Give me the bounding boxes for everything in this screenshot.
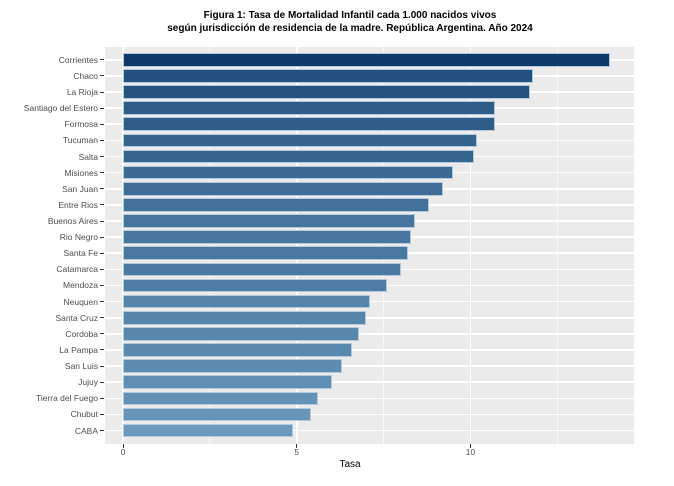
bar-catamarca xyxy=(123,262,401,277)
y-label-caba: CABA xyxy=(74,425,98,436)
bar-cordoba xyxy=(123,327,360,341)
x-tick-label: 5 xyxy=(294,447,300,457)
y-tick-mark xyxy=(100,107,104,109)
x-tick-mark xyxy=(122,444,124,448)
y-tick-mark xyxy=(100,156,104,158)
y-tick-mark xyxy=(100,333,104,335)
y-label-misiones: Misiones xyxy=(64,167,98,178)
bar-chubut xyxy=(123,407,311,422)
gridline-major-vertical xyxy=(295,47,298,444)
y-label-entre-rios: Entre Rios xyxy=(58,199,98,210)
bar-la-pampa xyxy=(123,343,353,357)
bar-san-luis xyxy=(123,359,342,373)
bar-jujuy xyxy=(123,375,332,389)
gridline-major-horizontal xyxy=(105,316,634,319)
gridline-major-vertical xyxy=(469,47,472,444)
y-tick-mark xyxy=(100,139,104,141)
y-tick-mark xyxy=(100,172,104,174)
y-label-neuquen: Neuquen xyxy=(63,296,98,307)
bar-santiago-del-estero xyxy=(123,101,495,115)
y-label-san-luis: San Luis xyxy=(64,361,98,372)
gridline-major-horizontal xyxy=(105,397,634,400)
y-tick-mark xyxy=(100,204,104,206)
y-tick-mark xyxy=(100,397,104,399)
y-tick-mark xyxy=(100,381,104,383)
bar-formosa xyxy=(123,117,495,132)
plot-panel xyxy=(105,47,634,444)
y-tick-mark xyxy=(100,413,104,415)
bar-corrientes xyxy=(123,53,610,67)
y-label-tierra-del-fuego: Tierra del Fuego xyxy=(35,393,98,404)
bar-tucuman xyxy=(123,133,478,148)
y-label-salta: Salta xyxy=(78,151,98,162)
y-label-santa-fe: Santa Fe xyxy=(63,248,99,259)
y-label-la-pampa: La Pampa xyxy=(59,344,98,355)
y-tick-mark xyxy=(100,59,104,61)
y-label-formosa: Formosa xyxy=(64,119,98,130)
bar-santa-fe xyxy=(123,246,408,261)
bar-neuquen xyxy=(123,294,370,309)
bar-rio-negro xyxy=(123,230,412,244)
y-label-la-rioja: La Rioja xyxy=(66,87,98,98)
bar-entre-rios xyxy=(123,198,429,212)
gridline-major-horizontal xyxy=(105,349,634,351)
bar-caba xyxy=(123,423,294,438)
bar-buenos-aires xyxy=(123,214,415,228)
x-tick-mark xyxy=(470,444,471,448)
y-tick-mark xyxy=(100,284,104,286)
y-tick-mark xyxy=(100,317,104,319)
gridline-major-vertical xyxy=(122,47,124,444)
x-axis-title: Tasa xyxy=(339,459,361,470)
x-tick-label: 10 xyxy=(465,447,476,457)
y-label-cordoba: Cordoba xyxy=(65,328,98,339)
y-label-jujuy: Jujuy xyxy=(78,377,98,388)
x-tick-label: 0 xyxy=(120,447,126,457)
bar-san-juan xyxy=(123,181,443,196)
y-tick-mark xyxy=(100,91,104,93)
gridline-minor-vertical xyxy=(383,47,385,444)
y-tick-mark xyxy=(100,220,104,222)
y-tick-mark xyxy=(100,188,104,190)
bar-salta xyxy=(123,149,474,164)
bar-tierra-del-fuego xyxy=(123,391,318,406)
chart-title-line1: Figura 1: Tasa de Mortalidad Infantil ca… xyxy=(203,10,497,21)
y-tick-mark xyxy=(100,301,104,303)
gridline-major-horizontal xyxy=(105,413,634,416)
chart-title-line2: según jurisdicción de residencia de la m… xyxy=(167,23,533,34)
gridline-major-horizontal xyxy=(105,429,634,432)
y-tick-mark xyxy=(100,268,104,270)
bar-chaco xyxy=(123,69,534,83)
y-tick-mark xyxy=(100,349,104,351)
y-tick-mark xyxy=(100,430,104,432)
y-tick-mark xyxy=(100,123,104,125)
gridline-minor-vertical xyxy=(556,47,558,444)
gridline-major-horizontal xyxy=(105,381,634,383)
y-tick-mark xyxy=(100,75,104,77)
bar-misiones xyxy=(123,165,454,180)
gridline-major-horizontal xyxy=(105,333,634,335)
y-label-corrientes: Corrientes xyxy=(58,54,98,65)
y-label-catamarca: Catamarca xyxy=(56,264,98,275)
chart-title: Figura 1: Tasa de Mortalidad Infantil ca… xyxy=(20,9,674,35)
y-label-san-juan: San Juan xyxy=(62,183,98,194)
y-label-santiago-del-estero: Santiago del Estero xyxy=(23,103,98,114)
bar-mendoza xyxy=(123,278,388,293)
y-label-mendoza: Mendoza xyxy=(63,280,98,291)
y-tick-mark xyxy=(100,236,104,238)
x-tick-mark xyxy=(296,444,298,448)
y-label-buenos-aires: Buenos Aires xyxy=(47,216,98,226)
bar-la-rioja xyxy=(123,85,530,99)
y-tick-mark xyxy=(100,252,104,254)
y-label-chubut: Chubut xyxy=(70,409,98,420)
y-label-rio-negro: Rio Negro xyxy=(59,232,98,243)
y-label-tucuman: Tucuman xyxy=(62,135,98,146)
gridline-minor-vertical xyxy=(209,47,211,444)
gridline-major-horizontal xyxy=(105,365,634,367)
y-tick-mark xyxy=(100,365,104,367)
y-label-chaco: Chaco xyxy=(73,70,98,81)
y-label-santa-cruz: Santa Cruz xyxy=(55,312,98,323)
bar-santa-cruz xyxy=(123,310,367,325)
